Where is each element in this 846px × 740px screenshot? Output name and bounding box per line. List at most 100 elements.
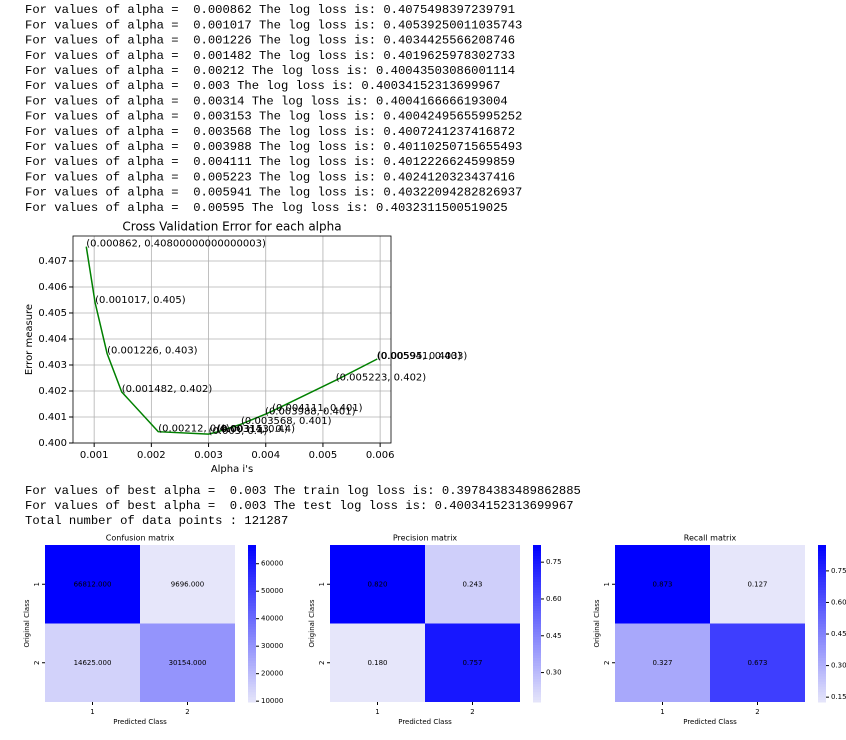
output-line: For values of alpha = 0.003 The log loss… xyxy=(25,79,500,93)
colorbar-band xyxy=(818,662,826,666)
point-annotation: (0.003153, 0.4) xyxy=(217,424,295,435)
colorbar-band xyxy=(818,589,826,593)
colorbar-band xyxy=(248,547,256,551)
colorbar-tick-label: 0.60 xyxy=(831,598,846,606)
point-annotation: (0.003, 0.4) xyxy=(209,426,268,437)
output-line: For values of alpha = 0.004111 The log l… xyxy=(25,155,515,169)
output-line: For values of alpha = 0.003988 The log l… xyxy=(25,140,522,154)
colorbar-band xyxy=(818,558,826,562)
output-line: For values of alpha = 0.000862 The log l… xyxy=(25,3,515,17)
heatmap-cell xyxy=(710,623,805,702)
colorbar-band xyxy=(818,681,826,685)
colorbar-band xyxy=(533,594,541,598)
colorbar-tick-label: 20000 xyxy=(261,670,283,678)
y-tick-label: 0.404 xyxy=(38,334,67,345)
colorbar-band xyxy=(818,545,826,549)
colorbar-band xyxy=(533,602,541,606)
heatmap-cell xyxy=(615,545,710,624)
colorbar-band xyxy=(818,691,826,695)
x-tick-label: 2 xyxy=(470,708,474,716)
line xyxy=(85,246,378,435)
colorbar-band xyxy=(248,641,256,645)
y-tick-label: 0.405 xyxy=(38,308,67,319)
colorbar-band xyxy=(818,696,826,700)
colorbar-band xyxy=(248,615,256,619)
colorbar-band xyxy=(533,631,541,635)
x-axis-label: Predicted Class xyxy=(683,718,737,726)
output-line: For values of alpha = 0.00314 The log lo… xyxy=(25,94,508,108)
colorbar-band xyxy=(248,675,256,679)
output-line: For values of alpha = 0.001482 The log l… xyxy=(25,49,515,63)
point-annotation: (0.00212, 0.4) xyxy=(158,424,230,435)
y-tick-label: 0.401 xyxy=(38,412,67,423)
colorbar-band xyxy=(533,613,541,617)
y-tick-label: 0.400 xyxy=(38,438,67,449)
y-tick-label: 0.403 xyxy=(38,360,67,371)
colorbar-band xyxy=(248,599,256,604)
colorbar-band xyxy=(533,586,541,590)
colorbar-band xyxy=(818,694,826,698)
heatmap-cell xyxy=(330,623,425,702)
colorbar-band xyxy=(248,678,256,682)
colorbar-band xyxy=(533,699,541,703)
colorbar-band xyxy=(248,628,256,632)
colorbar-band xyxy=(248,576,256,580)
colorbar-band xyxy=(818,605,826,609)
output-line: For values of alpha = 0.003568 The log l… xyxy=(25,125,515,139)
colorbar-band xyxy=(533,647,541,651)
colorbar-band xyxy=(533,688,541,693)
colorbar-band xyxy=(818,660,826,664)
colorbar-band xyxy=(248,662,256,666)
point-annotation: (0.005223, 0.402) xyxy=(336,372,427,383)
colorbar-tick-label: 0.75 xyxy=(831,567,846,575)
colorbar-band xyxy=(248,610,256,614)
colorbar-band xyxy=(533,649,541,653)
colorbar-band xyxy=(533,626,541,630)
colorbar-band xyxy=(533,560,541,564)
cell-label: 9696.000 xyxy=(171,580,204,588)
colorbar-band xyxy=(818,626,826,630)
colorbar-band xyxy=(533,623,541,627)
colorbar-band xyxy=(818,649,826,653)
colorbar-band xyxy=(533,599,541,604)
colorbar-band xyxy=(533,662,541,666)
colorbar-band xyxy=(248,691,256,695)
y-axis-label: Error measure xyxy=(24,304,35,375)
colorbar-band xyxy=(248,647,256,651)
colorbar-band xyxy=(533,545,541,549)
colorbar-band xyxy=(533,641,541,645)
colorbar-band xyxy=(818,594,826,598)
colorbar-band xyxy=(533,552,541,556)
point-annotation: (0.001226, 0.403) xyxy=(107,345,198,356)
colorbar-band xyxy=(533,657,541,661)
colorbar-band xyxy=(248,649,256,653)
colorbar-band xyxy=(248,605,256,609)
colorbar-band xyxy=(533,633,541,638)
colorbar-band xyxy=(818,644,826,648)
point-annotation: (0.001482, 0.402) xyxy=(122,384,213,395)
heatmap-cell xyxy=(425,623,520,702)
colorbar-band xyxy=(248,565,256,570)
colorbar-band xyxy=(248,670,256,674)
colorbar-band xyxy=(248,555,256,559)
colorbar-band xyxy=(248,620,256,624)
colorbar-band xyxy=(248,696,256,700)
cell-label: 0.327 xyxy=(652,659,672,667)
colorbar-band xyxy=(533,563,541,567)
y-axis-label: Original Class xyxy=(308,599,316,647)
colorbar-band xyxy=(818,641,826,645)
colorbar-tick-label: 40000 xyxy=(261,615,283,623)
colorbar-band xyxy=(818,628,826,632)
colorbar-band xyxy=(818,576,826,580)
y-tick-label: 1 xyxy=(318,582,326,586)
colorbar-band xyxy=(248,623,256,627)
colorbar-band xyxy=(818,547,826,551)
colorbar-band xyxy=(533,686,541,690)
colorbar-band xyxy=(533,678,541,682)
x-tick-label: 2 xyxy=(755,708,759,716)
colorbar-band xyxy=(818,581,826,585)
y-tick-label: 2 xyxy=(33,661,41,665)
heatmap-title: Recall matrix xyxy=(684,534,737,543)
colorbar-band xyxy=(533,694,541,698)
